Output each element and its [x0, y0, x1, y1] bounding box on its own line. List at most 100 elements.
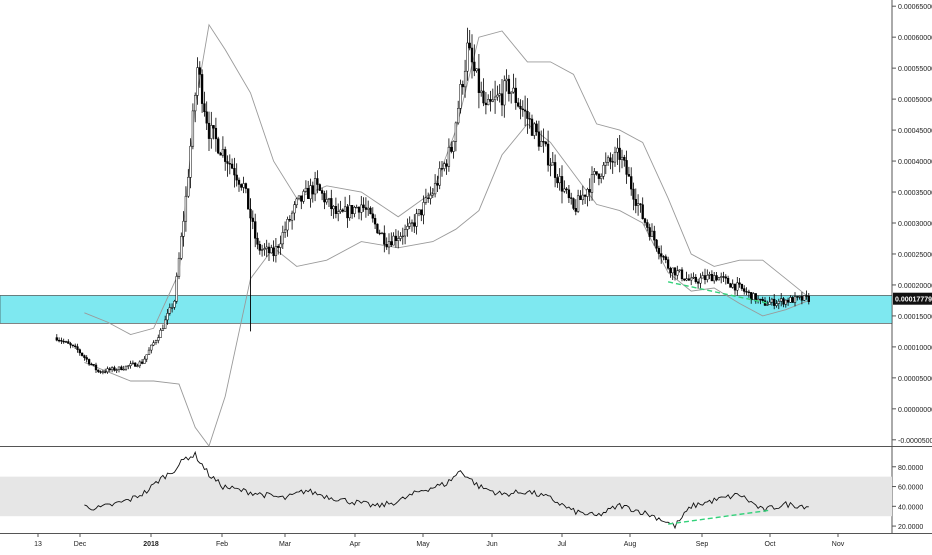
price-tick-label: 0.00040000 — [898, 159, 932, 166]
candle — [715, 272, 718, 282]
candle-body — [279, 243, 282, 248]
candle — [376, 223, 379, 234]
candle — [378, 229, 381, 236]
candle-body — [406, 226, 409, 230]
candle — [307, 180, 310, 199]
candle — [807, 293, 810, 305]
candle — [120, 365, 123, 371]
candle-body — [609, 157, 612, 162]
support-zone — [0, 295, 893, 324]
candle-body — [309, 185, 312, 200]
candle — [242, 176, 245, 194]
candle — [67, 339, 70, 344]
candle — [678, 269, 681, 273]
candle-body — [530, 118, 534, 136]
candle — [666, 256, 670, 270]
candle-body — [475, 68, 478, 72]
candle-body — [260, 249, 264, 251]
candle — [743, 285, 746, 295]
candle-body — [362, 204, 365, 208]
candle — [330, 189, 333, 216]
candle — [521, 100, 524, 117]
candle — [286, 216, 289, 237]
candle — [745, 287, 748, 296]
time-tick-label: Oct — [765, 541, 776, 548]
time-tick-label: Sep — [696, 541, 709, 548]
candle-body — [782, 298, 785, 305]
candle-body — [576, 195, 580, 212]
candle-body — [747, 291, 751, 293]
candle — [90, 362, 93, 366]
candle — [517, 97, 520, 108]
candle — [256, 232, 259, 250]
candle-body — [76, 346, 79, 350]
candle — [228, 154, 231, 175]
candle — [219, 151, 222, 156]
candle-body — [378, 232, 381, 235]
candle — [581, 185, 584, 205]
candle — [463, 59, 467, 98]
candle — [115, 368, 118, 373]
candle — [92, 364, 95, 367]
candle — [387, 233, 391, 255]
candle — [447, 138, 451, 172]
candle-body — [290, 212, 294, 221]
time-tick-label: Apr — [350, 541, 362, 548]
candle — [214, 117, 218, 152]
candle-body — [600, 176, 603, 179]
candle-body — [789, 297, 792, 303]
candle-body — [339, 209, 342, 212]
candle — [570, 192, 573, 205]
candle — [533, 122, 536, 140]
candle — [593, 168, 596, 183]
candle-body — [60, 340, 63, 342]
candle-body — [387, 241, 391, 248]
candle — [258, 240, 261, 255]
candle — [457, 100, 460, 125]
candle — [117, 366, 121, 373]
candle — [334, 197, 338, 219]
candle — [313, 171, 317, 202]
candle — [371, 207, 374, 223]
candle-body — [108, 368, 111, 371]
candle — [623, 154, 626, 167]
candle-body — [346, 206, 349, 219]
candle — [696, 278, 700, 289]
candle — [549, 158, 552, 177]
candle — [706, 269, 709, 283]
candle — [618, 135, 621, 173]
candle — [630, 167, 633, 196]
candle-body — [537, 131, 541, 147]
candle — [279, 235, 282, 255]
oscillator-divergence-line — [668, 509, 770, 525]
candle-body — [224, 149, 227, 162]
candle-body — [210, 125, 213, 139]
candle-body — [646, 222, 649, 228]
candle — [770, 297, 774, 306]
candle-body — [94, 364, 98, 371]
candle-body — [551, 162, 554, 166]
candle — [653, 225, 656, 246]
candle — [194, 92, 197, 123]
candle-body — [512, 87, 515, 93]
candle-body — [83, 355, 86, 358]
candle — [380, 231, 384, 235]
candle-body — [274, 246, 278, 256]
candle-body — [517, 102, 520, 107]
candle — [406, 218, 409, 237]
bollinger-lower-band — [84, 123, 809, 447]
candle-body — [182, 220, 185, 237]
candle — [203, 91, 206, 117]
candle-body — [676, 270, 679, 276]
candle — [768, 296, 771, 305]
candle — [540, 130, 543, 147]
candle — [94, 362, 98, 373]
candle — [138, 360, 141, 369]
candle-body — [316, 178, 319, 185]
candle-body — [304, 187, 308, 192]
candle-body — [540, 141, 543, 147]
candle-body — [399, 236, 402, 239]
candle — [676, 265, 679, 280]
candle — [309, 178, 312, 208]
